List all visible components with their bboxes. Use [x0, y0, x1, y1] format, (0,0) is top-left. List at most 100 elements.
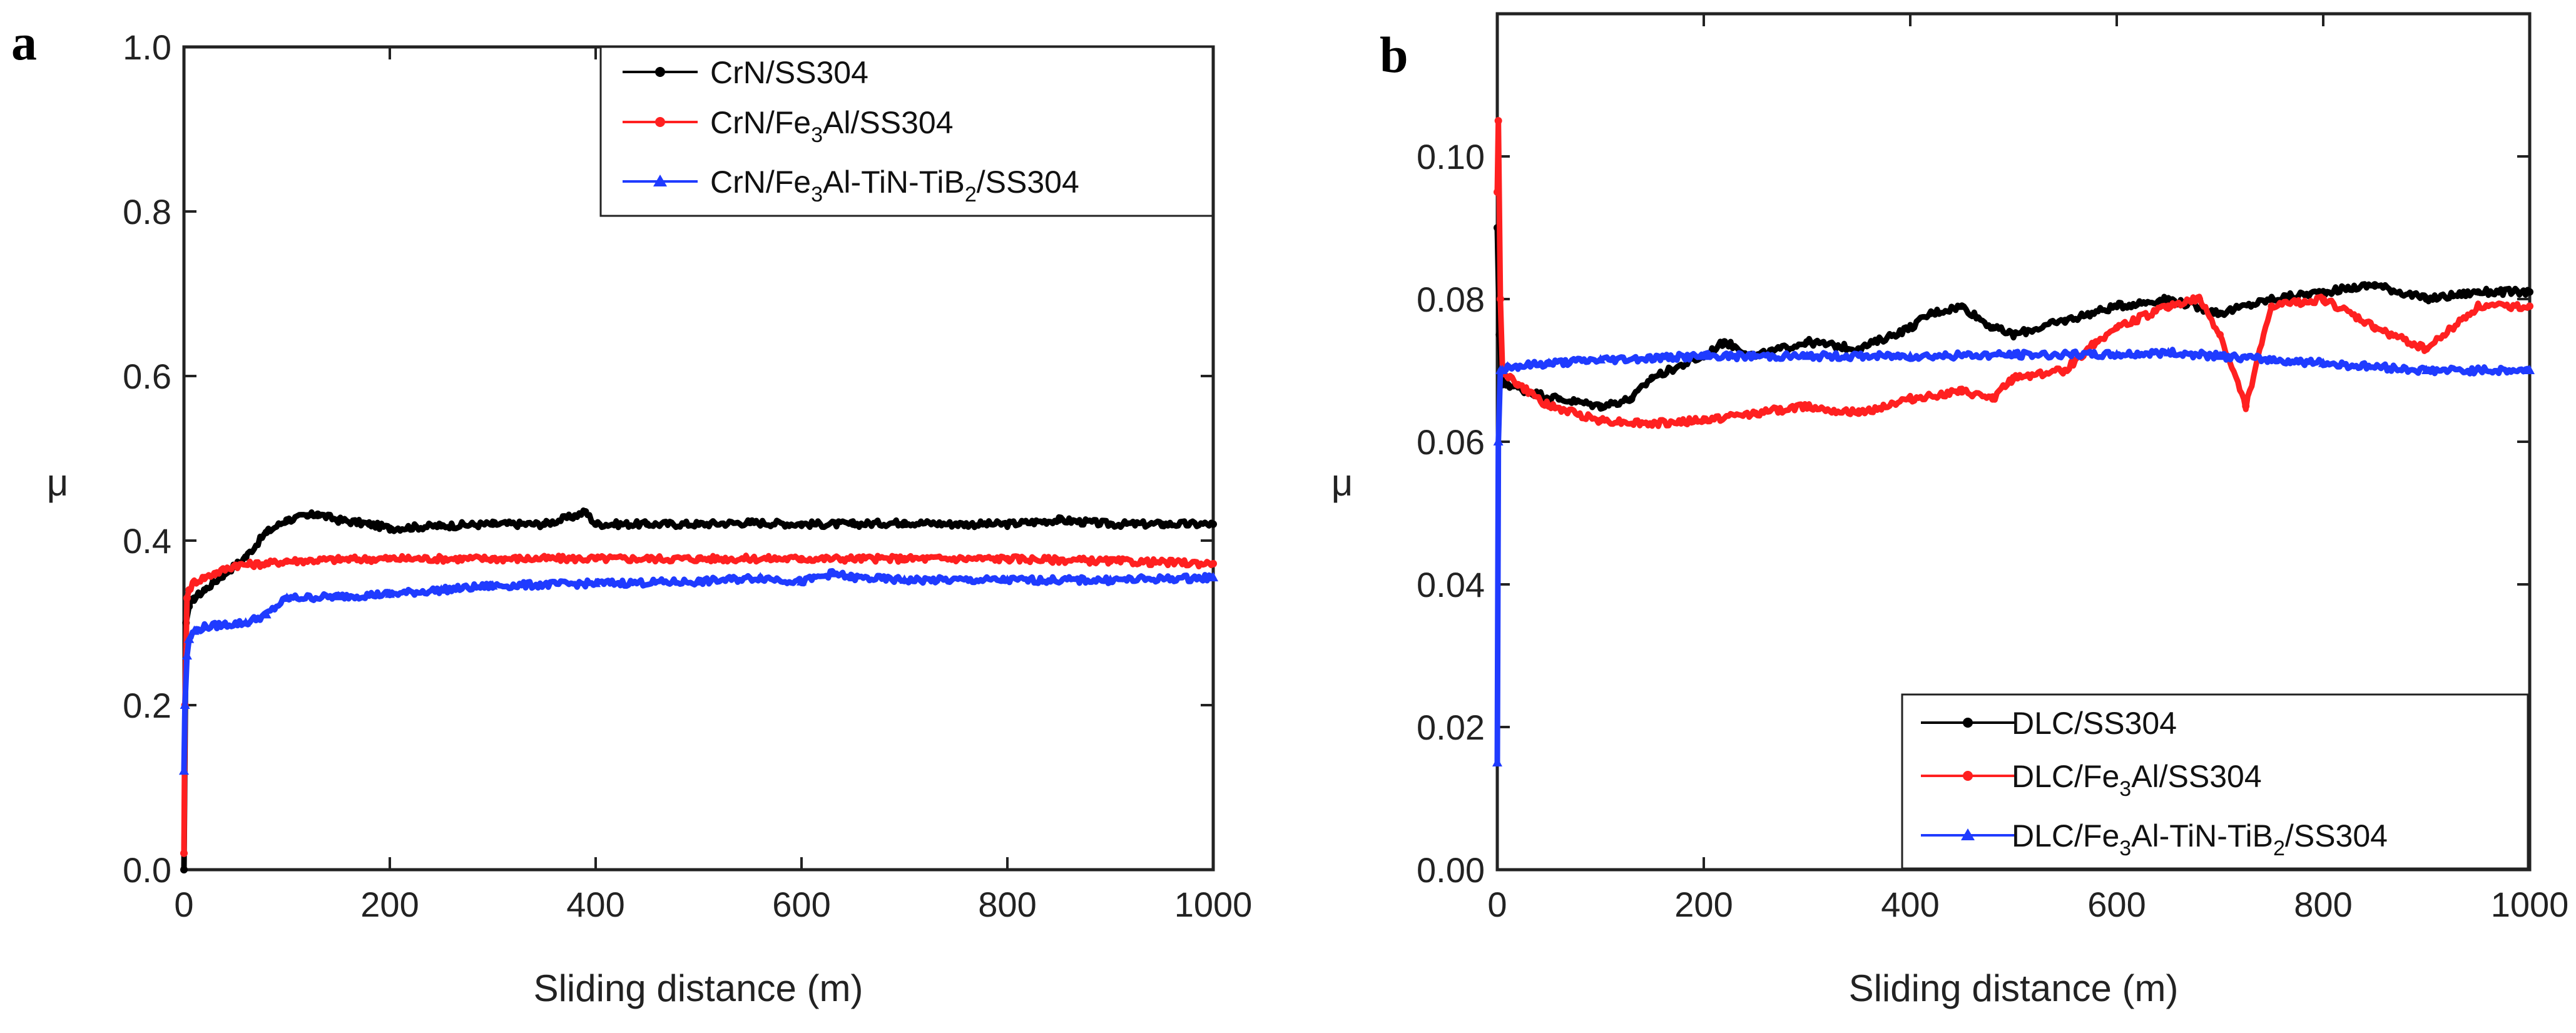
panel-b-series-2-point-7 [1699, 350, 1709, 360]
panel-a-series-1-point-11 [386, 554, 394, 562]
panel-a-series-1-point-5 [200, 574, 208, 582]
panel-b-series-1-point-20 [2196, 295, 2203, 303]
panel-a-series-0-point-16 [540, 520, 548, 528]
panel-a-series-2-point-4 [189, 625, 200, 635]
legend-marker-crn-fe3al-ss304 [655, 117, 665, 127]
legend-marker-crn-fe3al-tin-tib2-ss304 [653, 175, 667, 186]
panel-b-label: b [1380, 26, 1408, 83]
panel-a-series-2-point-6 [220, 619, 230, 629]
panel-a-series-1-point-7 [232, 561, 240, 569]
panel-b-series-1-point-27 [2474, 302, 2482, 310]
panel-b-series-0-point-28 [2526, 288, 2533, 296]
panel-a-x-tick-label-800: 800 [978, 885, 1036, 924]
panel-b-series-0-point-19 [2061, 317, 2069, 325]
panel-b-series-0-point-16 [1958, 302, 1966, 310]
panel-a-series-2-point-12 [436, 584, 447, 594]
panel-b-legend: DLC/SS304 DLC/Fe3Al/SS304 DLC/Fe3Al-TiN-… [1901, 693, 2529, 870]
panel-b-series-0-point-15 [1927, 309, 1935, 317]
panel-b-series-1-point-24 [2319, 295, 2327, 303]
panel-b-y-tick-label-4: 0.08 [1417, 280, 1485, 319]
panel-b-series-0-point-27 [2474, 288, 2482, 296]
panel-b-series-1-point-11 [1855, 409, 1863, 417]
panel-a-series-1-point-4 [190, 578, 198, 586]
panel-b-series-0-point-18 [2010, 331, 2017, 338]
panel-b-series-1-point-28 [2526, 302, 2533, 310]
panel-a-y-tick-label-4: 0.8 [123, 192, 171, 232]
panel-b-x-tick-label-600: 600 [2087, 885, 2146, 924]
panel-b-series-2-point-4 [1502, 361, 1513, 371]
legend-label-crn-fe3al-tin-tib2-ss304: CrN/Fe3Al-TiN-TiB2/SS304 [710, 165, 1079, 206]
legend-marker-dlc-ss304 [1963, 718, 1973, 728]
panel-a-series-0-point-14 [437, 522, 445, 530]
panel-b-series-1-point-4 [1514, 380, 1522, 389]
panel-a-y-tick-label-5: 1.0 [123, 28, 171, 67]
panel-b-chart: b 0 200 400 600 800 1000 0.00 0.02 0.04 0.06 0.08 0… [1331, 12, 2568, 1009]
panel-a-series-0-point-26 [952, 520, 960, 528]
panel-a-x-tick-label-600: 600 [772, 885, 830, 924]
panel-b-series-1-point-16 [2061, 367, 2069, 374]
panel-b-series-2-point-8 [1802, 350, 1812, 360]
panel-b-series-1-point-23 [2268, 302, 2276, 310]
panel-b-series-1-point-19 [2164, 302, 2172, 310]
panel-a-y-tick-label-1: 0.2 [123, 686, 171, 725]
panel-b-series-1-point-6 [1597, 416, 1604, 424]
panel-a-series-2-point-5 [199, 621, 210, 631]
panel-b-series-1-point-7 [1648, 420, 1656, 428]
panel-a-series-0-point-15 [489, 520, 497, 528]
panel-a-x-tick-label-0: 0 [174, 885, 193, 924]
panel-a-series-1-point-13 [592, 554, 599, 562]
panel-b-series-2-point-15 [2421, 365, 2431, 374]
panel-b-series-1-point-12 [1907, 395, 1914, 403]
panel-a-series-0-point-22 [746, 519, 754, 527]
panel-a-series-0-point-27 [1004, 520, 1011, 528]
legend-label-dlc-ss304: DLC/SS304 [2012, 706, 2177, 741]
panel-b-series-2-point-0 [1492, 757, 1502, 766]
legend-label-dlc-fe3al-tin-tib2-ss304: DLC/Fe3Al-TiN-TiB2/SS304 [2012, 818, 2388, 860]
panel-a-series-0-point-20 [643, 520, 651, 528]
panel-a-series-1-point-15 [798, 554, 805, 562]
panel-a-series-0-point-8 [283, 516, 291, 524]
panel-a-series-2-point-19 [848, 572, 858, 582]
panel-b-series-1-point-13 [1958, 388, 1966, 396]
panel-a-series-2-point-11 [385, 588, 395, 598]
panel-b-series-0-point-17 [1989, 323, 1997, 332]
panel-a-series-0-point-25 [900, 519, 909, 527]
panel-a-series-0-point-10 [313, 510, 322, 518]
panel-a-series-2-point-8 [261, 609, 272, 619]
panel-b-x-tick-label-200: 200 [1674, 885, 1733, 924]
panel-b-series-0-point-26 [2423, 295, 2430, 303]
panel-a-series-0-point-17 [571, 512, 579, 520]
legend-label-crn-ss304: CrN/SS304 [710, 55, 868, 90]
panel-a-series-1-point-17 [1004, 554, 1011, 562]
panel-a-series-1-point-2 [183, 594, 191, 603]
panel-a-series-1-point-3 [185, 586, 193, 594]
panel-b-series-2-point-3 [1497, 365, 1508, 374]
panel-a-x-tick-label-400: 400 [566, 885, 624, 924]
panel-a-series-0-point-28 [1055, 516, 1063, 524]
panel-a-series-0-point-4 [200, 586, 208, 594]
panel-b-x-tick-label-800: 800 [2294, 885, 2352, 924]
panel-a-series-2-point-23 [1208, 572, 1218, 582]
panel-b-series-0-point-14 [1907, 323, 1914, 332]
panel-b-series-2-point-11 [2112, 349, 2122, 359]
panel-a-series-1-point-9 [283, 557, 291, 565]
panel-a-x-tick-label-200: 200 [360, 885, 419, 924]
panel-b-series-1-point-1 [1494, 117, 1502, 125]
panel-b-series-2-point-6 [1596, 354, 1606, 364]
panel-a-series-1-point-8 [262, 559, 270, 567]
panel-a-series-2-point-3 [184, 633, 195, 643]
panel-a-series-1-point-16 [900, 554, 909, 562]
panel-b-series-1-point-22 [2242, 402, 2250, 410]
panel-b-series-2-point-10 [2008, 349, 2019, 359]
panel-a-series-2-point-16 [755, 572, 766, 582]
panel-a-series-0-point-3 [190, 594, 198, 603]
panel-b-series-1-point-2 [1496, 295, 1504, 303]
panel-b-series-1-point-21 [2216, 331, 2224, 338]
panel-a-x-axis-title: Sliding distance (m) [534, 967, 863, 1009]
legend-marker-dlc-fe3al-ss304 [1963, 771, 1973, 781]
panel-a-series-0-point-13 [386, 524, 394, 532]
panel-a-series-2-point-13 [487, 580, 498, 590]
panel-a-series-1-point-10 [334, 556, 342, 564]
panel-a-series-2-point-1 [180, 700, 190, 709]
panel-b-y-tick-label-0: 0.00 [1417, 850, 1485, 890]
